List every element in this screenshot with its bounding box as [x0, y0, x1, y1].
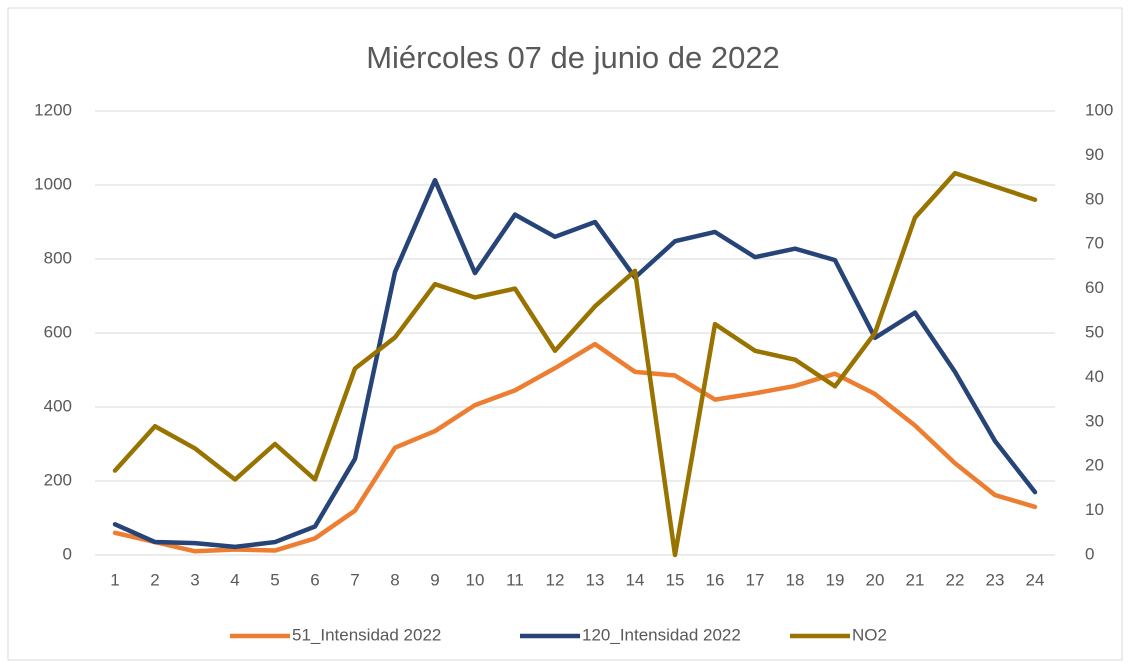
x-tick-label: 2 — [150, 570, 159, 589]
series-line — [112, 170, 1038, 558]
x-tick-label: 16 — [706, 570, 725, 589]
x-tick-label: 21 — [906, 570, 925, 589]
series-line — [112, 341, 1038, 554]
y-tick-label: 1000 — [34, 174, 72, 193]
chart-frame — [7, 7, 1123, 661]
x-tick-label: 23 — [986, 570, 1005, 589]
x-tick-label: 1 — [110, 570, 119, 589]
x-tick-label: 6 — [310, 570, 319, 589]
y-tick-label: 800 — [44, 248, 72, 267]
x-tick-label: 7 — [350, 570, 359, 589]
x-tick-label: 8 — [390, 570, 399, 589]
x-tick-label: 14 — [626, 570, 645, 589]
x-tick-label: 13 — [586, 570, 605, 589]
y2-tick-label: 30 — [1085, 411, 1104, 430]
x-tick-label: 19 — [826, 570, 845, 589]
y2-tick-label: 90 — [1085, 145, 1104, 164]
legend-label: 51_Intensidad 2022 — [292, 625, 441, 644]
x-tick-label: 15 — [666, 570, 685, 589]
x-tick-label: 22 — [946, 570, 965, 589]
y2-tick-label: 40 — [1085, 367, 1104, 386]
y2-tick-label: 0 — [1085, 544, 1094, 563]
x-tick-label: 9 — [430, 570, 439, 589]
legend-label: NO2 — [852, 625, 887, 644]
y2-tick-label: 60 — [1085, 278, 1104, 297]
y2-tick-label: 20 — [1085, 456, 1104, 475]
y2-tick-label: 100 — [1085, 100, 1113, 119]
x-tick-label: 24 — [1026, 570, 1045, 589]
y2-tick-label: 50 — [1085, 322, 1104, 341]
chart-title: Miércoles 07 de junio de 2022 — [366, 40, 780, 75]
x-tick-label: 12 — [546, 570, 565, 589]
y-tick-label: 400 — [44, 396, 72, 415]
y2-tick-label: 10 — [1085, 500, 1104, 519]
x-tick-label: 20 — [866, 570, 885, 589]
x-tick-label: 4 — [230, 570, 239, 589]
series-line — [112, 177, 1038, 550]
y-tick-label: 0 — [63, 544, 72, 563]
y-tick-label: 1200 — [34, 100, 72, 119]
y2-tick-label: 70 — [1085, 234, 1104, 253]
x-tick-label: 17 — [746, 570, 765, 589]
x-tick-label: 18 — [786, 570, 805, 589]
y-tick-label: 200 — [44, 470, 72, 489]
x-tick-label: 5 — [270, 570, 279, 589]
x-tick-label: 3 — [190, 570, 199, 589]
y2-tick-label: 80 — [1085, 189, 1104, 208]
x-tick-label: 11 — [506, 570, 524, 589]
y-tick-label: 600 — [44, 322, 72, 341]
x-tick-label: 10 — [466, 570, 485, 589]
legend-label: 120_Intensidad 2022 — [582, 625, 741, 644]
